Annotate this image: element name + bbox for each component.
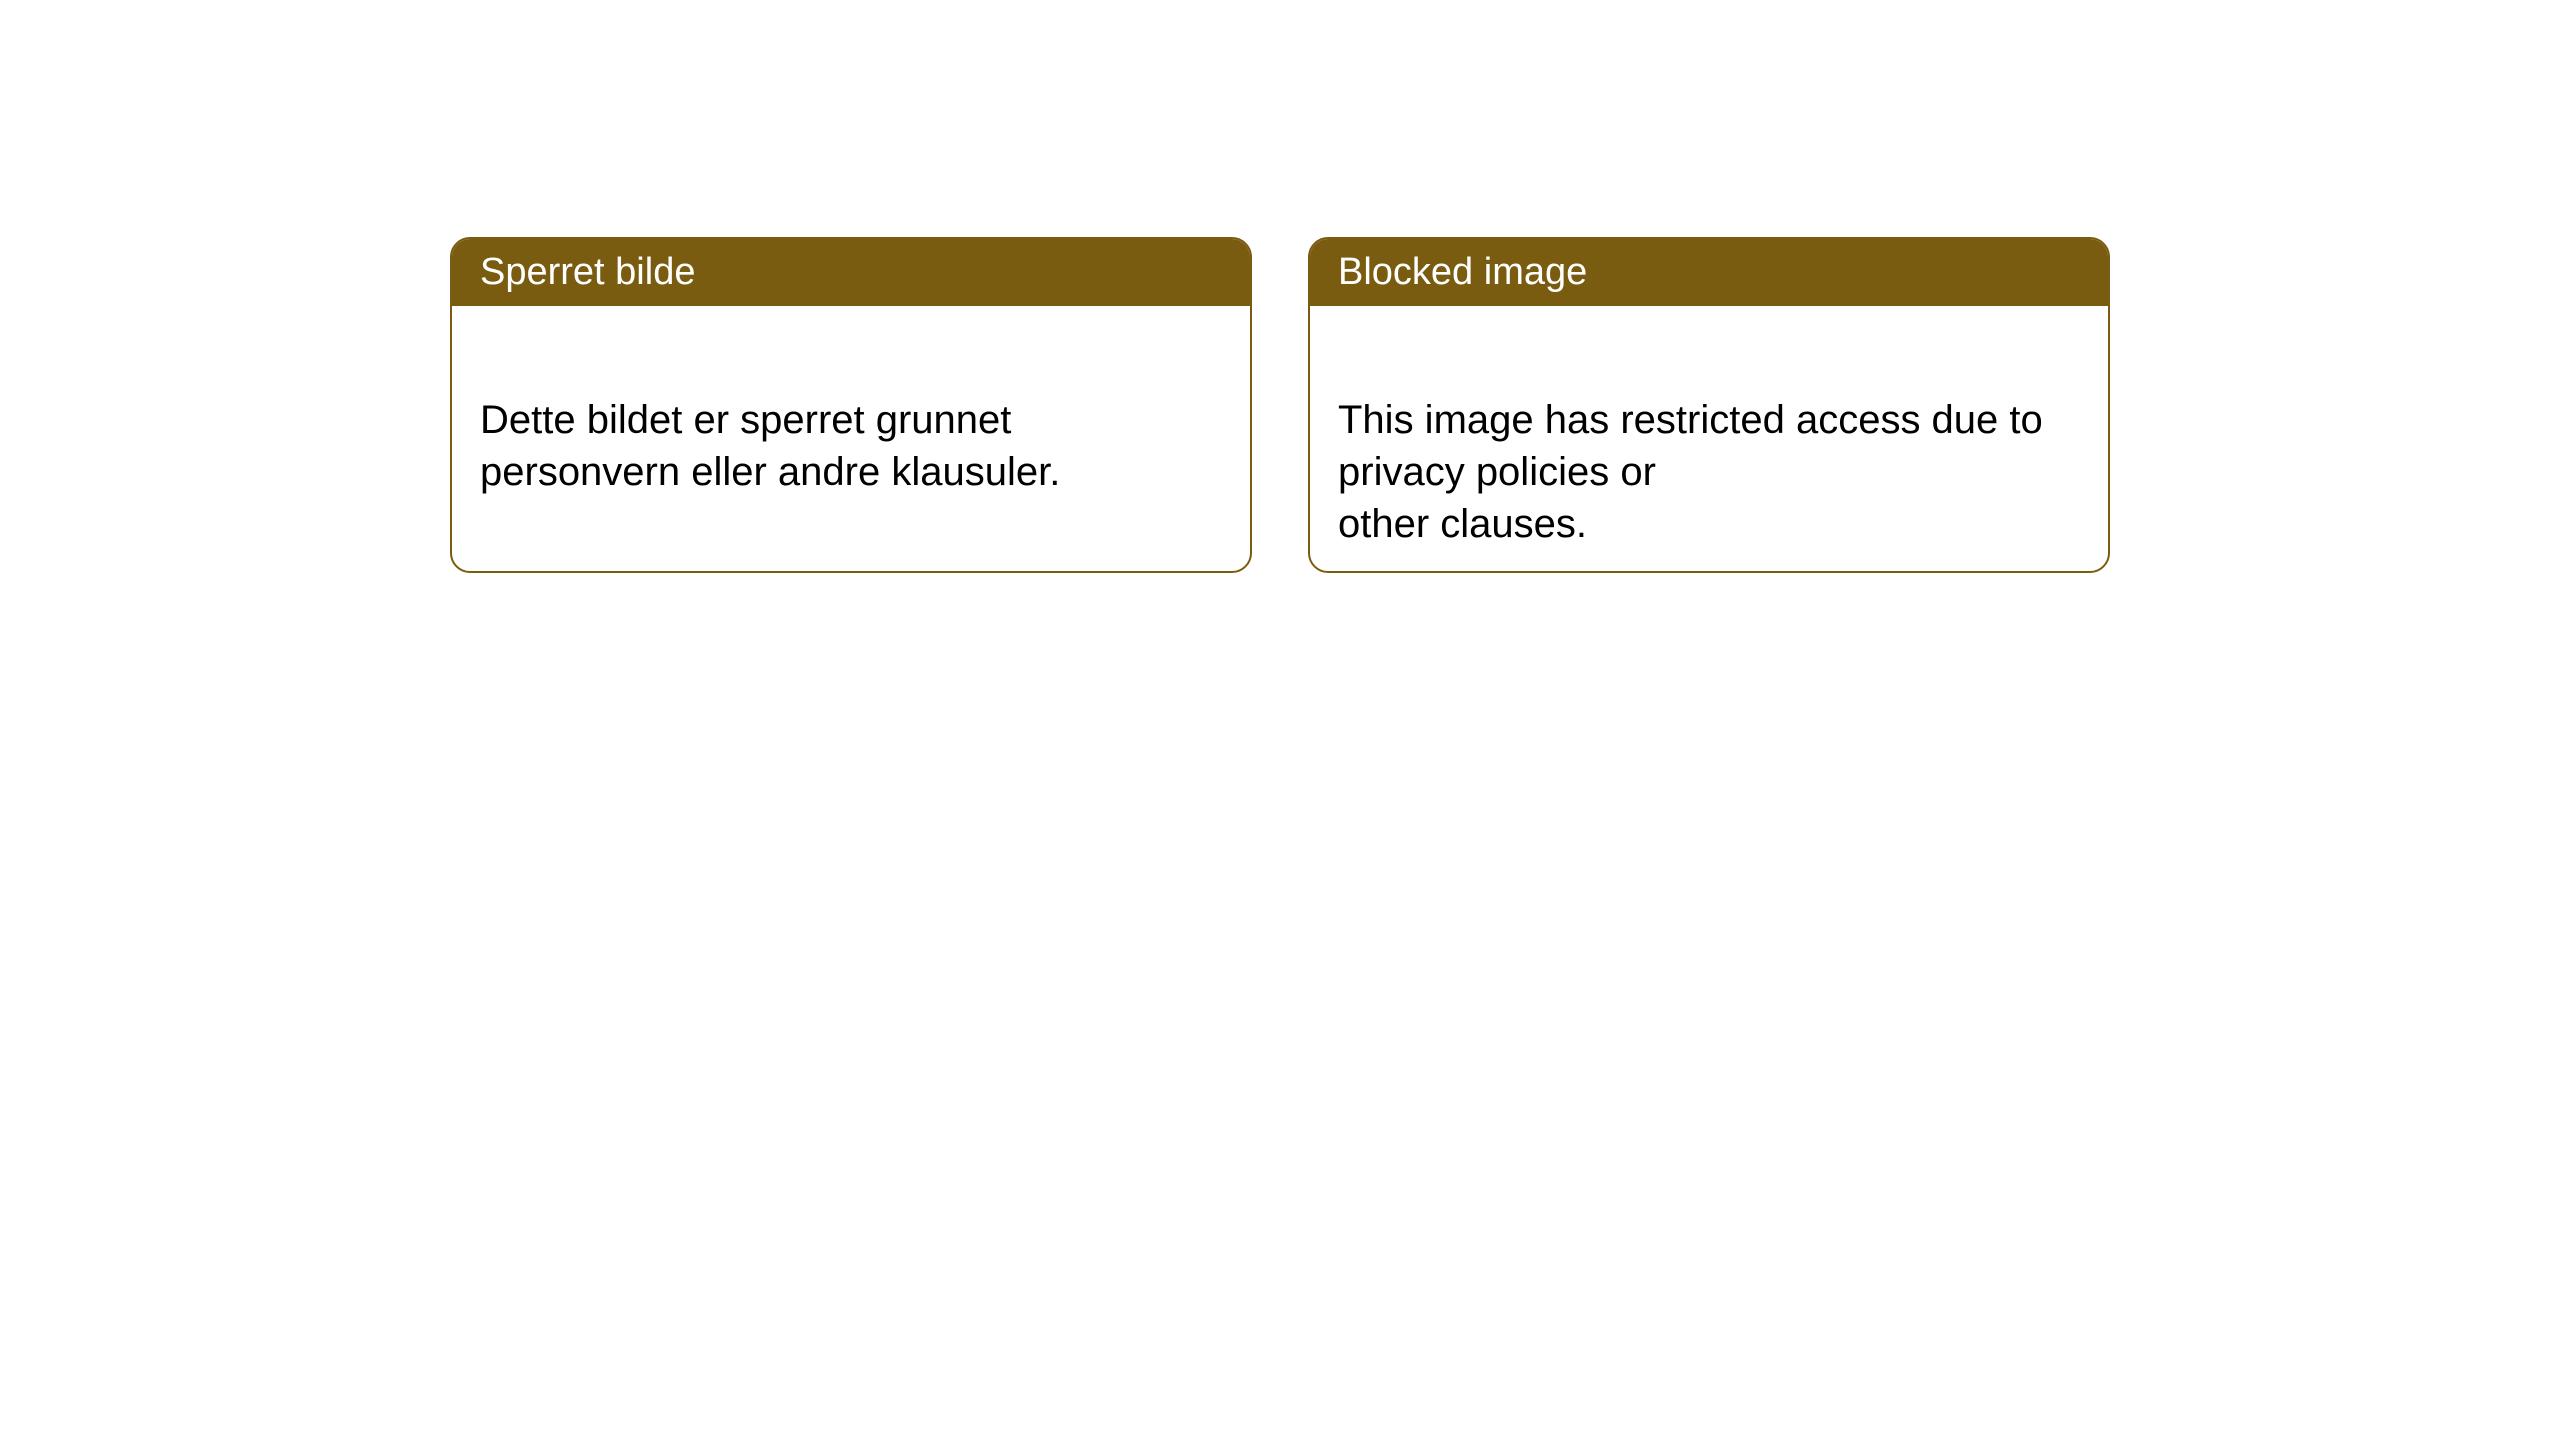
notice-title-english: Blocked image <box>1338 251 1587 293</box>
notice-body-english: This image has restricted access due to … <box>1310 306 2108 573</box>
notice-body-norwegian: Dette bildet er sperret grunnet personve… <box>452 306 1250 534</box>
notice-text-english: This image has restricted access due to … <box>1338 398 2043 546</box>
notice-container: Sperret bilde Dette bildet er sperret gr… <box>450 237 2110 573</box>
notice-text-norwegian: Dette bildet er sperret grunnet personve… <box>480 398 1060 494</box>
notice-title-norwegian: Sperret bilde <box>480 251 695 293</box>
notice-card-english: Blocked image This image has restricted … <box>1308 237 2110 573</box>
notice-header-english: Blocked image <box>1310 239 2108 306</box>
notice-card-norwegian: Sperret bilde Dette bildet er sperret gr… <box>450 237 1252 573</box>
notice-header-norwegian: Sperret bilde <box>452 239 1250 306</box>
